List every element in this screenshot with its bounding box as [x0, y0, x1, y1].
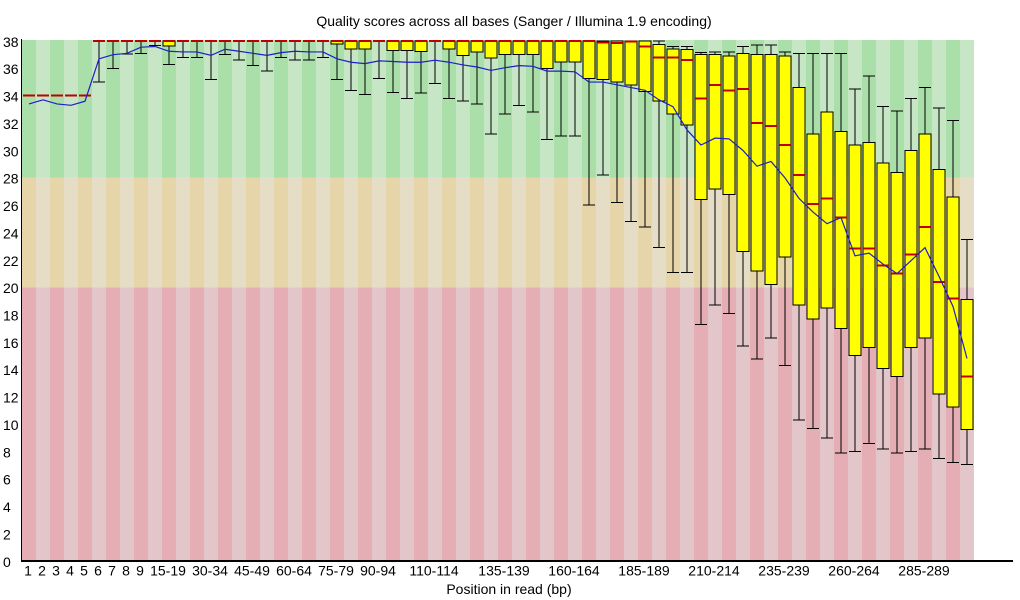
svg-text:8: 8	[3, 444, 11, 460]
svg-text:6: 6	[3, 472, 11, 488]
svg-text:135-139: 135-139	[478, 563, 530, 579]
svg-text:20: 20	[3, 280, 19, 296]
svg-text:16: 16	[3, 335, 19, 351]
svg-text:0: 0	[3, 554, 11, 570]
svg-text:160-164: 160-164	[548, 563, 600, 579]
svg-text:Position in read (bp): Position in read (bp)	[446, 581, 571, 597]
svg-text:22: 22	[3, 253, 19, 269]
svg-text:60-64: 60-64	[276, 563, 312, 579]
svg-text:34: 34	[3, 89, 19, 105]
svg-text:75-79: 75-79	[318, 563, 354, 579]
svg-text:235-239: 235-239	[758, 563, 810, 579]
svg-text:5: 5	[80, 563, 88, 579]
svg-text:90-94: 90-94	[360, 563, 396, 579]
svg-text:30-34: 30-34	[192, 563, 228, 579]
svg-text:12: 12	[3, 390, 19, 406]
svg-text:8: 8	[122, 563, 130, 579]
svg-text:6: 6	[94, 563, 102, 579]
svg-text:285-289: 285-289	[898, 563, 950, 579]
svg-text:30: 30	[3, 143, 19, 159]
svg-text:210-214: 210-214	[688, 563, 740, 579]
svg-text:4: 4	[3, 499, 11, 515]
svg-text:3: 3	[52, 563, 60, 579]
svg-text:26: 26	[3, 198, 19, 214]
svg-text:15-19: 15-19	[150, 563, 186, 579]
svg-text:18: 18	[3, 308, 19, 324]
svg-text:4: 4	[66, 563, 74, 579]
svg-text:2: 2	[3, 526, 11, 542]
svg-text:10: 10	[3, 417, 19, 433]
svg-text:2: 2	[38, 563, 46, 579]
svg-text:9: 9	[136, 563, 144, 579]
svg-text:185-189: 185-189	[618, 563, 670, 579]
svg-text:38: 38	[3, 34, 19, 50]
svg-text:Quality scores across all base: Quality scores across all bases (Sanger …	[316, 13, 711, 29]
svg-text:110-114: 110-114	[409, 563, 459, 579]
svg-text:7: 7	[108, 563, 116, 579]
svg-text:260-264: 260-264	[828, 563, 880, 579]
svg-text:32: 32	[3, 116, 19, 132]
svg-text:36: 36	[3, 61, 19, 77]
svg-text:14: 14	[3, 362, 19, 378]
svg-text:28: 28	[3, 171, 19, 187]
svg-text:1: 1	[24, 563, 32, 579]
svg-text:45-49: 45-49	[234, 563, 270, 579]
svg-text:24: 24	[3, 225, 19, 241]
